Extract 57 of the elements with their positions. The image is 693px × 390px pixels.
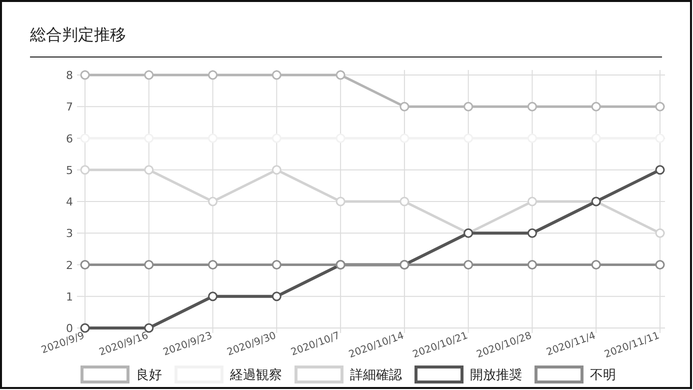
point xyxy=(336,134,346,143)
point xyxy=(144,260,154,270)
point xyxy=(336,196,346,206)
point xyxy=(208,134,218,143)
y-tick-label: 8 xyxy=(66,69,73,82)
y-tick-label: 1 xyxy=(66,290,73,304)
y-tick-label: 0 xyxy=(66,322,73,335)
point xyxy=(272,134,282,143)
point xyxy=(144,323,154,333)
point xyxy=(272,292,282,302)
point xyxy=(400,196,410,206)
point xyxy=(527,134,537,143)
point xyxy=(80,260,90,270)
point xyxy=(208,292,218,302)
point xyxy=(591,260,601,270)
point xyxy=(80,165,90,175)
point xyxy=(464,260,474,270)
y-tick-label: 3 xyxy=(66,227,73,240)
point xyxy=(655,165,665,175)
point xyxy=(655,228,665,238)
point xyxy=(80,70,90,80)
point xyxy=(144,165,154,175)
point xyxy=(655,102,665,112)
point xyxy=(144,70,154,80)
point xyxy=(80,134,90,143)
point xyxy=(80,323,90,333)
point xyxy=(400,134,410,143)
point xyxy=(272,165,282,175)
legend-label: 不明 xyxy=(590,368,616,383)
point xyxy=(144,134,154,143)
point xyxy=(272,70,282,80)
y-tick-label: 2 xyxy=(66,258,73,272)
y-tick-label: 6 xyxy=(66,132,73,146)
point xyxy=(591,102,601,112)
legend-label: 開放推奨 xyxy=(470,368,522,383)
point xyxy=(400,102,410,112)
point xyxy=(464,134,474,143)
point xyxy=(527,228,537,238)
legend-label: 良好 xyxy=(136,368,162,383)
chart-title: 総合判定推移 xyxy=(29,25,126,44)
point xyxy=(464,102,474,112)
legend-label: 経過観察 xyxy=(229,367,282,383)
y-tick-label: 5 xyxy=(66,164,73,177)
point xyxy=(527,260,537,270)
legend-label: 詳細確認 xyxy=(350,368,402,383)
point xyxy=(655,134,665,143)
point xyxy=(527,196,537,206)
point xyxy=(591,134,601,143)
y-tick-label: 4 xyxy=(66,196,73,208)
point xyxy=(208,196,218,206)
y-tick-label: 7 xyxy=(66,100,73,114)
point xyxy=(272,260,282,270)
point xyxy=(527,102,537,112)
point xyxy=(208,260,218,270)
point xyxy=(655,260,665,270)
point xyxy=(208,70,218,80)
point xyxy=(336,70,346,80)
